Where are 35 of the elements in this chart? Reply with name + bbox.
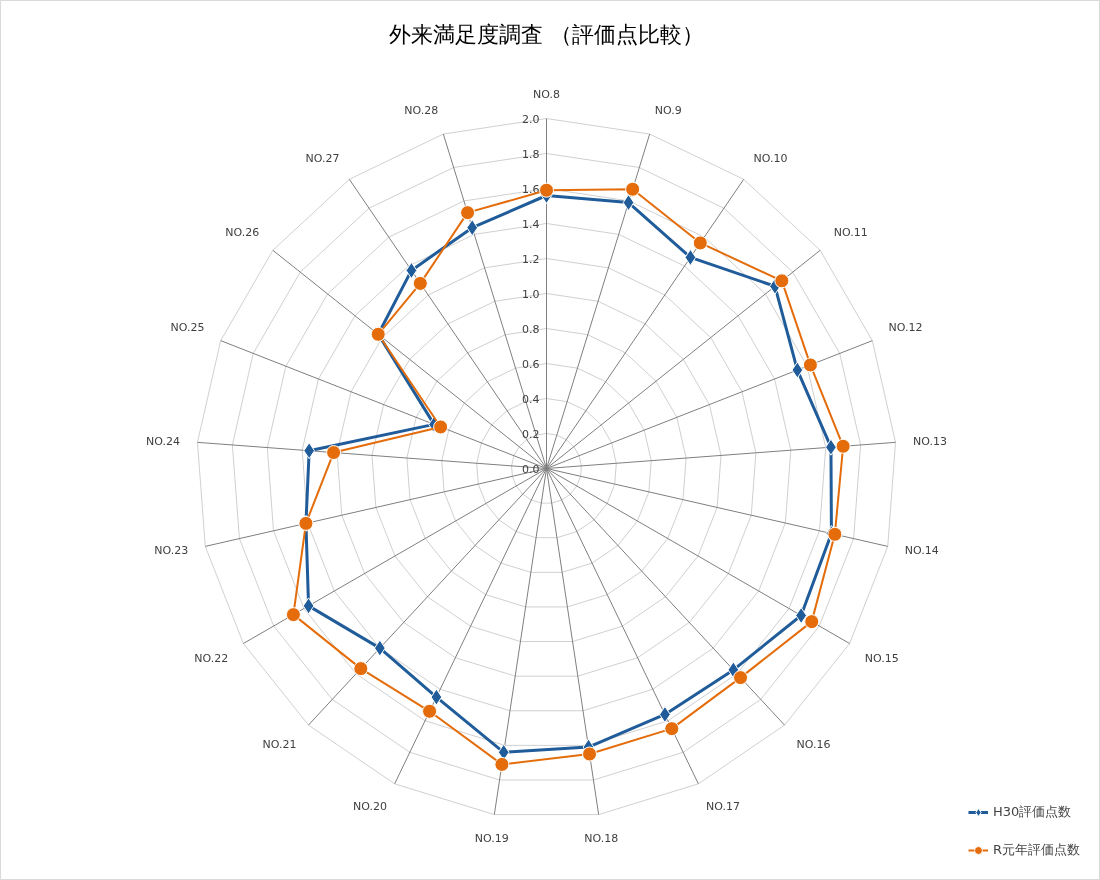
spoke-label: NO.19	[474, 831, 509, 845]
spoke-label: NO.8	[533, 88, 560, 101]
spoke-label: NO.14	[904, 543, 939, 557]
y-tick-label: 1.0	[522, 287, 540, 301]
y-tick-label: 0.2	[522, 427, 540, 441]
y-tick-label: 0.6	[522, 357, 540, 371]
y-tick-label: 1.2	[522, 252, 540, 266]
spoke-label: NO.20	[353, 799, 388, 813]
spoke-label: NO.21	[262, 737, 297, 751]
spoke-label: NO.26	[225, 226, 260, 240]
spoke-label: NO.9	[654, 104, 682, 118]
spoke-label: NO.12	[888, 321, 923, 335]
spoke-label: NO.22	[194, 652, 229, 666]
spoke-label: NO.10	[753, 151, 788, 165]
spoke-label: NO.16	[796, 737, 831, 751]
y-tick-label: 1.6	[522, 182, 540, 196]
legend-label: H30評価点数	[992, 803, 1072, 821]
y-tick-label: 0.0	[522, 462, 540, 476]
spoke-label: NO.28	[404, 104, 439, 118]
spoke-label: NO.15	[864, 652, 899, 666]
y-tick-label: 0.8	[522, 322, 540, 336]
y-tick-label: 1.8	[522, 147, 540, 161]
y-tick-label: 1.4	[522, 217, 540, 231]
spoke-label: NO.18	[584, 831, 619, 845]
legend-label: R元年評価点数	[992, 841, 1080, 859]
spoke-label: NO.25	[170, 321, 205, 335]
spoke-label: NO.13	[912, 434, 947, 448]
chart-title: 外来満足度調査 （評価点比較）	[389, 22, 704, 47]
y-tick-label: 2.0	[522, 112, 540, 126]
spoke-label: NO.17	[705, 799, 740, 813]
spoke-label: NO.27	[305, 151, 340, 165]
y-tick-label: 0.4	[522, 392, 540, 406]
spoke-label: NO.24	[146, 434, 181, 448]
spoke-label: NO.23	[154, 543, 189, 557]
spoke-label: NO.11	[833, 226, 868, 240]
